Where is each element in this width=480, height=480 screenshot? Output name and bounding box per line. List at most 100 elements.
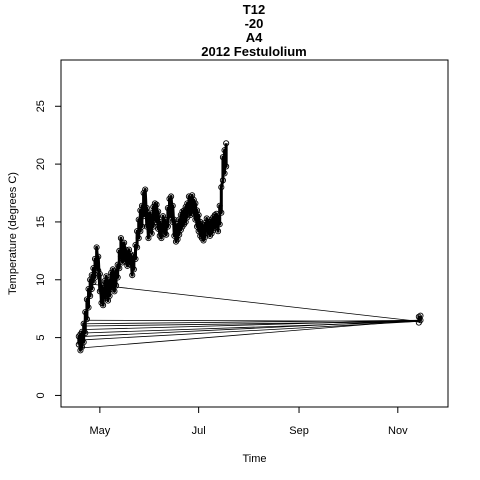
data-point: [132, 255, 139, 262]
title-line: T12: [243, 2, 265, 17]
data-point: [96, 288, 103, 295]
data-point: [82, 309, 89, 316]
data-point: [121, 239, 128, 246]
data-point: [415, 313, 422, 320]
data-point: [82, 329, 89, 337]
data-point: [417, 312, 424, 319]
data-point: [119, 259, 126, 266]
plot-area: [75, 140, 424, 354]
data-point: [100, 288, 107, 295]
data-point: [216, 202, 223, 209]
data-point: [129, 259, 136, 266]
data-point: [221, 147, 228, 154]
data-point: [161, 230, 168, 237]
data-point: [134, 228, 141, 235]
data-point: [108, 269, 115, 276]
data-point: [211, 211, 218, 219]
data-point: [80, 320, 87, 327]
data-point: [122, 246, 129, 253]
data-point: [140, 189, 147, 197]
data-point: [114, 274, 121, 281]
y-tick-label: 5: [35, 335, 47, 341]
y-tick-label: 10: [35, 274, 47, 286]
data-point: [185, 208, 192, 215]
data-point: [130, 252, 137, 259]
data-point: [208, 230, 215, 237]
data-point: [151, 200, 158, 207]
data-point: [100, 302, 107, 309]
data-point: [106, 276, 113, 283]
data-point: [96, 270, 103, 278]
data-point: [85, 304, 92, 311]
y-axis-label: Temperature (degrees C): [7, 172, 19, 295]
data-point: [129, 272, 136, 279]
data-point: [219, 154, 226, 161]
data-point: [93, 244, 100, 251]
data-point: [106, 292, 113, 300]
y-axis: 0 5 10 15 20 25: [35, 100, 62, 398]
data-point: [143, 205, 150, 212]
data-point: [130, 266, 137, 273]
data-point: [148, 230, 155, 237]
data-point: [215, 215, 222, 222]
data-point: [187, 195, 194, 202]
data-point: [192, 200, 199, 207]
data-point: [103, 289, 110, 296]
data-point: [109, 281, 116, 288]
data-point: [164, 223, 171, 230]
data-point: [87, 292, 94, 300]
data-point: [85, 285, 92, 293]
data-point: [127, 251, 134, 258]
data-point: [219, 177, 226, 184]
gap-connector-line: [85, 319, 419, 330]
data-point: [155, 225, 162, 232]
data-point: [138, 202, 146, 209]
y-tick-label: 0: [35, 392, 47, 398]
data-point: [145, 235, 152, 242]
data-point: [80, 339, 87, 346]
data-point: [168, 193, 175, 200]
data-point: [113, 282, 120, 289]
data-point: [109, 266, 116, 273]
x-tick-label: Jul: [192, 425, 206, 437]
gap-connector-line: [93, 283, 419, 322]
data-point: [116, 247, 123, 254]
data-point: [159, 213, 167, 220]
gap-connector-line: [83, 319, 419, 337]
x-tick-label: Nov: [388, 425, 408, 437]
data-point: [177, 211, 184, 219]
data-point: [177, 226, 184, 234]
x-tick-label: Sep: [289, 425, 309, 437]
data-point: [124, 262, 131, 269]
data-point: [163, 231, 170, 238]
data-point: [124, 250, 131, 257]
data-point: [98, 282, 105, 289]
title-line: -20: [245, 16, 264, 31]
y-tick-label: 15: [35, 216, 47, 228]
data-point: [218, 209, 225, 216]
data-point: [215, 228, 222, 235]
data-point: [158, 221, 165, 228]
data-point: [153, 201, 160, 208]
data-point: [153, 218, 160, 225]
data-point: [135, 235, 142, 242]
y-tick-label: 25: [35, 100, 47, 112]
data-point: [417, 317, 424, 324]
data-point: [83, 316, 90, 323]
data-point: [111, 288, 118, 295]
data-point: [179, 208, 186, 215]
data-point: [216, 221, 223, 228]
data-point: [145, 218, 152, 225]
data-point: [169, 202, 176, 209]
data-point: [192, 216, 199, 223]
data-point: [134, 244, 141, 251]
data-point: [83, 296, 90, 303]
data-point: [88, 285, 95, 293]
title-line: A4: [246, 30, 263, 45]
y-tick-label: 20: [35, 158, 47, 170]
data-point: [79, 328, 86, 335]
data-point: [218, 184, 225, 191]
data-point: [150, 223, 157, 230]
